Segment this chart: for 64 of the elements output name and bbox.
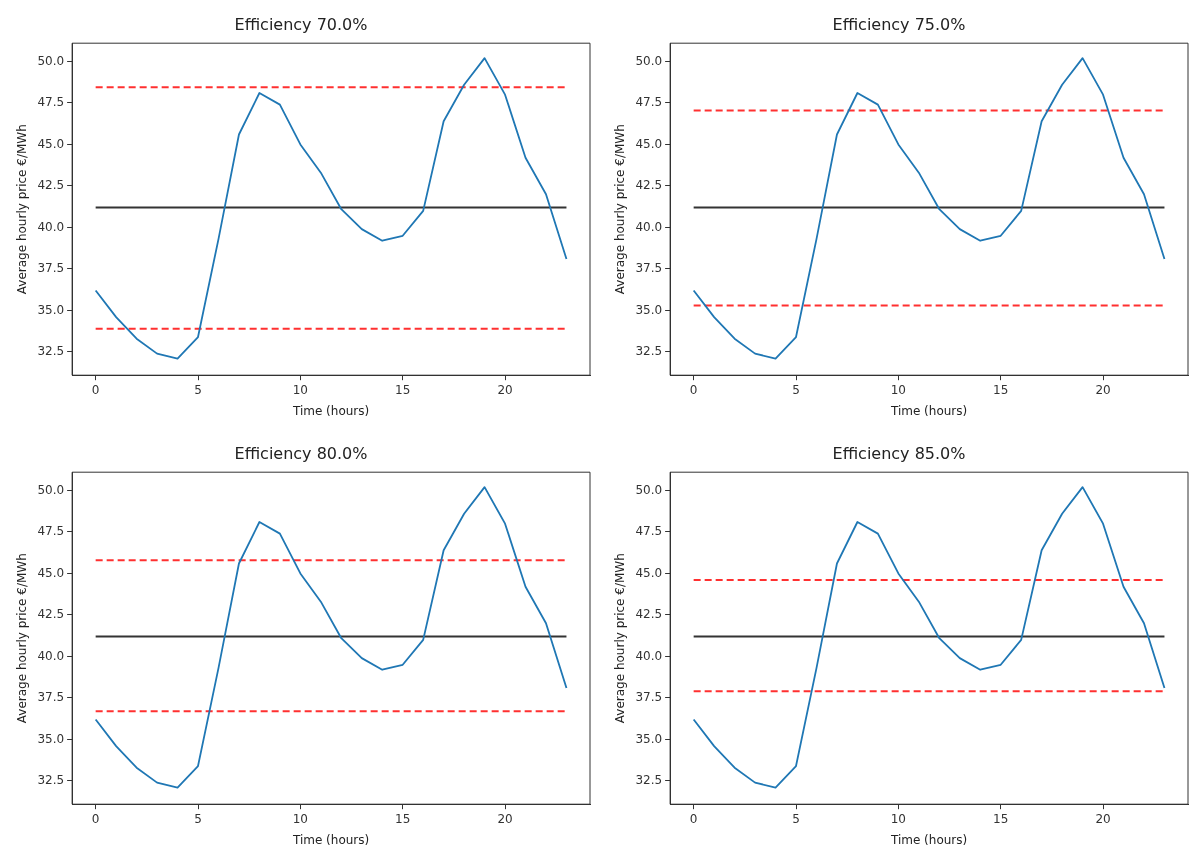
x-tick-label: 10 <box>890 382 906 397</box>
y-tick-label: 47.5 <box>37 524 65 539</box>
x-tick-label: 20 <box>497 811 513 826</box>
y-tick-label: 32.5 <box>37 773 65 788</box>
y-tick-label: 35.0 <box>635 731 663 746</box>
y-tick-label: 40.0 <box>37 219 65 234</box>
y-axis-title: Average hourly price €/MWh <box>15 553 30 724</box>
y-tick-label: 37.5 <box>635 690 663 705</box>
y-tick-label: 35.0 <box>635 302 663 317</box>
chart-title: Efficiency 80.0% <box>234 443 368 463</box>
y-tick-label: 40.0 <box>635 219 663 234</box>
x-tick-label: 0 <box>91 382 100 397</box>
y-tick-label: 35.0 <box>37 302 65 317</box>
x-tick-label: 5 <box>792 811 800 826</box>
y-tick-label: 50.0 <box>37 482 65 497</box>
y-tick-label: 47.5 <box>635 524 663 539</box>
y-tick-label: 32.5 <box>635 773 663 788</box>
y-tick-label: 40.0 <box>37 648 65 663</box>
chart-title: Efficiency 75.0% <box>832 14 966 34</box>
y-tick-label: 32.5 <box>37 344 65 359</box>
y-tick-label: 50.0 <box>635 482 663 497</box>
x-tick-label: 10 <box>292 811 308 826</box>
x-tick-label: 15 <box>993 382 1009 397</box>
x-tick-label: 5 <box>792 382 800 397</box>
y-tick-label: 45.0 <box>635 565 663 580</box>
y-axis-title: Average hourly price €/MWh <box>613 124 628 295</box>
x-tick-label: 0 <box>91 811 100 826</box>
y-tick-label: 42.5 <box>37 607 65 622</box>
y-tick-label: 40.0 <box>635 648 663 663</box>
y-tick-label: 45.0 <box>37 565 65 580</box>
x-tick-label: 0 <box>689 811 698 826</box>
y-tick-label: 37.5 <box>37 261 65 276</box>
x-tick-label: 10 <box>292 382 308 397</box>
y-tick-label: 42.5 <box>635 178 663 193</box>
x-tick-label: 20 <box>1095 811 1111 826</box>
y-tick-label: 37.5 <box>37 690 65 705</box>
x-tick-label: 15 <box>395 382 411 397</box>
x-tick-label: 20 <box>1095 382 1111 397</box>
x-tick-label: 20 <box>497 382 513 397</box>
x-tick-label: 5 <box>194 382 202 397</box>
y-tick-label: 45.0 <box>37 136 65 151</box>
y-tick-label: 35.0 <box>37 731 65 746</box>
y-tick-label: 45.0 <box>635 136 663 151</box>
y-tick-label: 47.5 <box>37 95 65 110</box>
x-axis-title: Time (hours) <box>291 403 370 418</box>
chart-title: Efficiency 70.0% <box>234 14 368 34</box>
y-axis-title: Average hourly price €/MWh <box>613 553 628 724</box>
y-tick-label: 42.5 <box>635 607 663 622</box>
y-tick-label: 50.0 <box>635 53 663 68</box>
x-axis-title: Time (hours) <box>291 832 370 847</box>
x-axis-title: Time (hours) <box>889 403 968 418</box>
y-axis-title: Average hourly price €/MWh <box>15 124 30 295</box>
y-tick-label: 37.5 <box>635 261 663 276</box>
y-tick-label: 50.0 <box>37 53 65 68</box>
y-tick-label: 42.5 <box>37 178 65 193</box>
x-axis-title: Time (hours) <box>889 832 968 847</box>
y-tick-label: 32.5 <box>635 344 663 359</box>
x-tick-label: 0 <box>689 382 698 397</box>
x-tick-label: 5 <box>194 811 202 826</box>
chart-title: Efficiency 85.0% <box>832 443 966 463</box>
x-tick-label: 10 <box>890 811 906 826</box>
x-tick-label: 15 <box>395 811 411 826</box>
y-tick-label: 47.5 <box>635 95 663 110</box>
x-tick-label: 15 <box>993 811 1009 826</box>
